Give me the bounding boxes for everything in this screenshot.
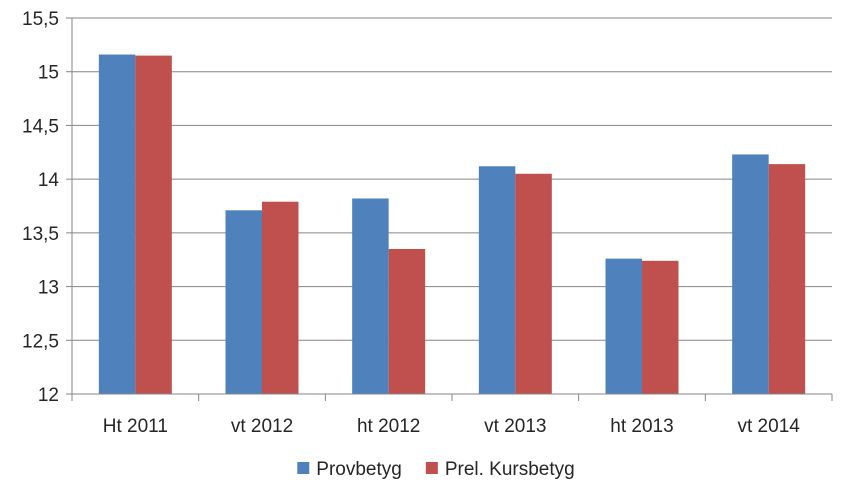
x-tick-label: ht 2013: [610, 416, 673, 437]
x-tick-label: vt 2014: [738, 416, 801, 437]
bar-provbetyg: [352, 198, 389, 394]
bar-prel-kursbetyg: [262, 201, 299, 394]
x-tick-label: Ht 2011: [103, 416, 168, 437]
bar-prel-kursbetyg: [388, 248, 426, 394]
x-tick-label: ht 2012: [357, 416, 420, 437]
bar-prel-kursbetyg: [768, 164, 806, 394]
x-tick-label: vt 2012: [231, 416, 293, 437]
bar-prel-kursbetyg: [642, 260, 679, 394]
legend-label: Provbetyg: [316, 459, 402, 480]
x-tick-label: vt 2013: [484, 416, 546, 437]
y-tick-label: 13,5: [22, 224, 59, 245]
y-tick-label: 14,5: [22, 116, 59, 137]
legend: Provbetyg Prel. Kursbetyg: [297, 459, 575, 480]
y-tick-label: 14: [38, 170, 60, 191]
bar-provbetyg: [605, 258, 642, 394]
bar-provbetyg: [225, 210, 262, 394]
legend-swatch: [425, 462, 438, 474]
bars: [98, 54, 806, 394]
axes: 12 12,5 13 13,5 14 14,5 15 15,5 Ht 2011 vt 2012 ht…: [22, 9, 833, 437]
bar-prel-kursbetyg: [135, 55, 172, 394]
bar-provbetyg: [98, 54, 136, 394]
y-tick-label: 12: [38, 385, 59, 406]
legend-swatch: [297, 462, 310, 474]
y-tick-label: 15: [38, 63, 59, 84]
bar-provbetyg: [732, 154, 769, 394]
y-tick-label: 12,5: [22, 331, 59, 352]
bar-prel-kursbetyg: [515, 173, 552, 394]
y-tick-label: 15,5: [22, 9, 59, 30]
legend-label: Prel. Kursbetyg: [445, 459, 575, 480]
y-tick-label: 13: [38, 278, 59, 299]
bar-provbetyg: [478, 166, 516, 394]
gridlines: [72, 17, 832, 341]
